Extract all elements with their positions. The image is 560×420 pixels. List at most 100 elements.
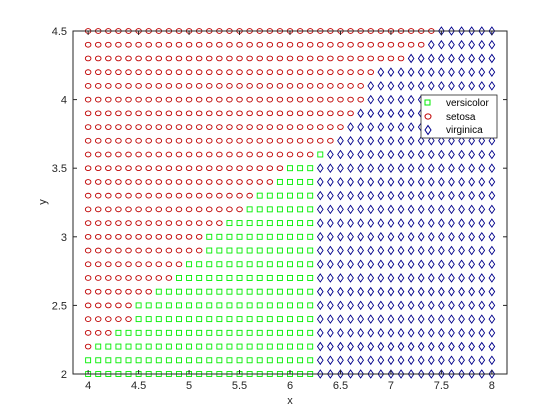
point-versicolor	[236, 357, 243, 364]
point-virginica	[397, 314, 405, 324]
point-versicolor	[287, 220, 293, 227]
point-versicolor	[266, 261, 273, 268]
point-versicolor	[216, 316, 223, 323]
point-virginica	[407, 341, 415, 352]
point-setosa	[165, 83, 173, 89]
point-setosa	[145, 220, 152, 226]
point-virginica	[397, 122, 405, 132]
point-setosa	[286, 124, 294, 130]
point-versicolor	[256, 261, 263, 268]
point-virginica	[337, 204, 344, 215]
point-setosa	[135, 110, 142, 117]
point-versicolor	[297, 220, 304, 227]
point-virginica	[367, 328, 375, 338]
point-setosa	[155, 55, 163, 62]
point-versicolor	[226, 275, 233, 281]
legend-label-virginica: virginica	[446, 125, 483, 136]
point-setosa	[94, 302, 102, 309]
point-versicolor	[155, 302, 162, 309]
point-virginica	[438, 81, 445, 91]
point-setosa	[145, 83, 152, 89]
point-versicolor	[105, 357, 112, 364]
point-virginica	[377, 190, 385, 201]
point-virginica	[438, 149, 445, 160]
point-virginica	[347, 135, 354, 146]
point-virginica	[478, 273, 486, 283]
point-virginica	[347, 286, 354, 297]
point-virginica	[327, 341, 334, 352]
point-versicolor	[236, 233, 243, 240]
point-virginica	[387, 190, 395, 201]
point-virginica	[417, 81, 425, 91]
point-virginica	[367, 369, 375, 379]
point-setosa	[185, 83, 193, 89]
point-versicolor	[196, 261, 203, 268]
point-setosa	[125, 137, 132, 144]
point-versicolor	[307, 233, 314, 240]
point-virginica	[458, 53, 465, 64]
point-versicolor	[246, 261, 253, 268]
point-setosa	[206, 110, 213, 117]
point-virginica	[387, 218, 395, 228]
point-virginica	[387, 177, 395, 187]
point-virginica	[327, 369, 334, 379]
point-virginica	[367, 204, 375, 215]
point-setosa	[185, 233, 193, 240]
point-virginica	[337, 232, 344, 242]
point-setosa	[216, 110, 223, 117]
point-setosa	[357, 41, 364, 48]
point-virginica	[377, 273, 385, 283]
point-virginica	[468, 314, 476, 324]
point-setosa	[216, 83, 223, 89]
point-setosa	[84, 137, 92, 144]
point-virginica	[438, 245, 445, 256]
point-setosa	[94, 151, 102, 158]
point-virginica	[357, 273, 365, 283]
point-setosa	[125, 179, 132, 185]
point-virginica	[488, 149, 496, 160]
point-versicolor	[196, 302, 203, 309]
point-setosa	[286, 96, 294, 103]
point-setosa	[206, 220, 213, 226]
point-virginica	[458, 177, 465, 187]
point-virginica	[337, 300, 344, 311]
point-versicolor	[287, 233, 293, 240]
point-virginica	[347, 273, 354, 283]
point-virginica	[387, 108, 395, 119]
point-versicolor	[236, 275, 243, 281]
point-virginica	[488, 341, 496, 352]
legend[interactable]: versicolor setosa virginica	[420, 94, 498, 139]
point-versicolor	[196, 288, 203, 295]
point-virginica	[367, 94, 375, 105]
point-setosa	[266, 124, 274, 130]
point-virginica	[427, 341, 435, 352]
point-virginica	[478, 190, 486, 201]
point-setosa	[246, 55, 253, 62]
point-virginica	[357, 108, 365, 119]
point-versicolor	[287, 275, 293, 281]
point-virginica	[448, 67, 455, 77]
point-setosa	[226, 110, 233, 117]
point-virginica	[417, 286, 425, 297]
point-versicolor	[246, 275, 253, 281]
point-setosa	[125, 96, 132, 103]
point-setosa	[246, 110, 253, 117]
point-setosa	[246, 124, 253, 130]
point-setosa	[94, 316, 102, 322]
point-versicolor	[297, 275, 304, 281]
point-versicolor	[186, 288, 193, 295]
point-versicolor	[206, 357, 213, 364]
point-setosa	[115, 165, 122, 172]
point-virginica	[377, 94, 385, 105]
point-versicolor	[287, 178, 293, 185]
point-setosa	[94, 192, 102, 199]
point-setosa	[165, 275, 173, 281]
point-setosa	[206, 151, 213, 158]
point-virginica	[367, 314, 375, 324]
point-versicolor	[256, 288, 263, 295]
point-virginica	[357, 341, 365, 352]
point-setosa	[84, 343, 92, 350]
point-setosa	[125, 220, 132, 226]
point-setosa	[327, 55, 334, 62]
point-virginica	[407, 177, 415, 187]
